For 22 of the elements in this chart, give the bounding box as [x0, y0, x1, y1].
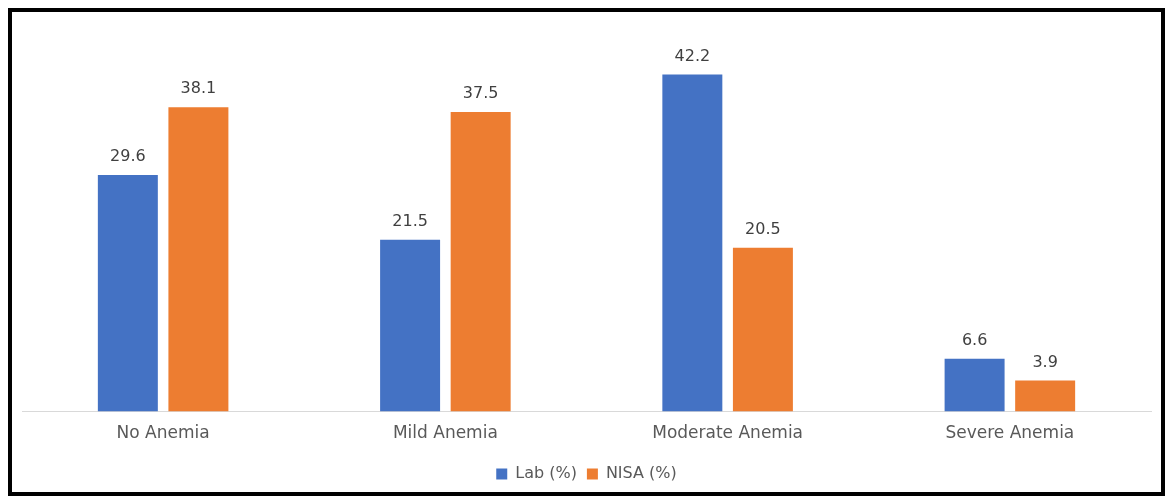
- data-label: 6.6: [961, 330, 988, 350]
- x-tick-label: Mild Anemia: [392, 422, 498, 443]
- bar: [944, 358, 1005, 412]
- bar: [1015, 380, 1076, 412]
- x-tick-label: Severe Anemia: [945, 422, 1075, 443]
- data-label: 38.1: [180, 78, 217, 98]
- data-label: 3.9: [1032, 351, 1058, 371]
- legend-label: NISA (%): [605, 463, 677, 483]
- data-label: 29.6: [110, 146, 146, 166]
- data-label: 37.5: [462, 83, 499, 103]
- data-label: 42.2: [674, 45, 711, 65]
- data-label: 21.5: [392, 210, 428, 230]
- bar: [380, 239, 441, 412]
- legend-label: Lab (%): [515, 463, 577, 483]
- bar: [732, 247, 793, 412]
- bar: [450, 111, 511, 412]
- bar: [662, 74, 723, 412]
- bar: [97, 175, 158, 412]
- data-label: 20.5: [745, 218, 781, 238]
- x-tick-label: No Anemia: [116, 422, 210, 443]
- bar: [168, 107, 229, 412]
- x-tick-label: Moderate Anemia: [652, 422, 804, 443]
